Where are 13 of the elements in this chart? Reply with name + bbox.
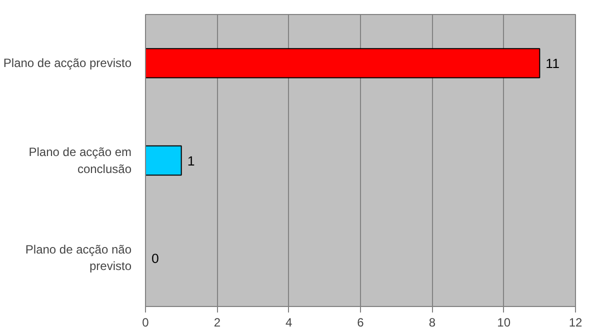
x-tick-label: 0: [142, 316, 150, 330]
x-tick-label: 10: [497, 316, 511, 330]
y-tick-label: Plano de acção não previsto: [25, 242, 132, 274]
data-label: 1: [187, 154, 195, 168]
x-tick-label: 4: [285, 316, 292, 330]
y-tick-label: Plano de acção em conclusão: [28, 145, 132, 176]
x-tick-label: 2: [214, 316, 221, 330]
data-label: 11: [546, 56, 560, 72]
data-label: 0: [152, 250, 159, 266]
x-tick-label: 6: [357, 316, 364, 330]
y-tick-label: Plano de acção previsto: [3, 56, 132, 70]
x-tick-label: 12: [568, 316, 582, 330]
x-tick-label: 8: [428, 316, 436, 330]
